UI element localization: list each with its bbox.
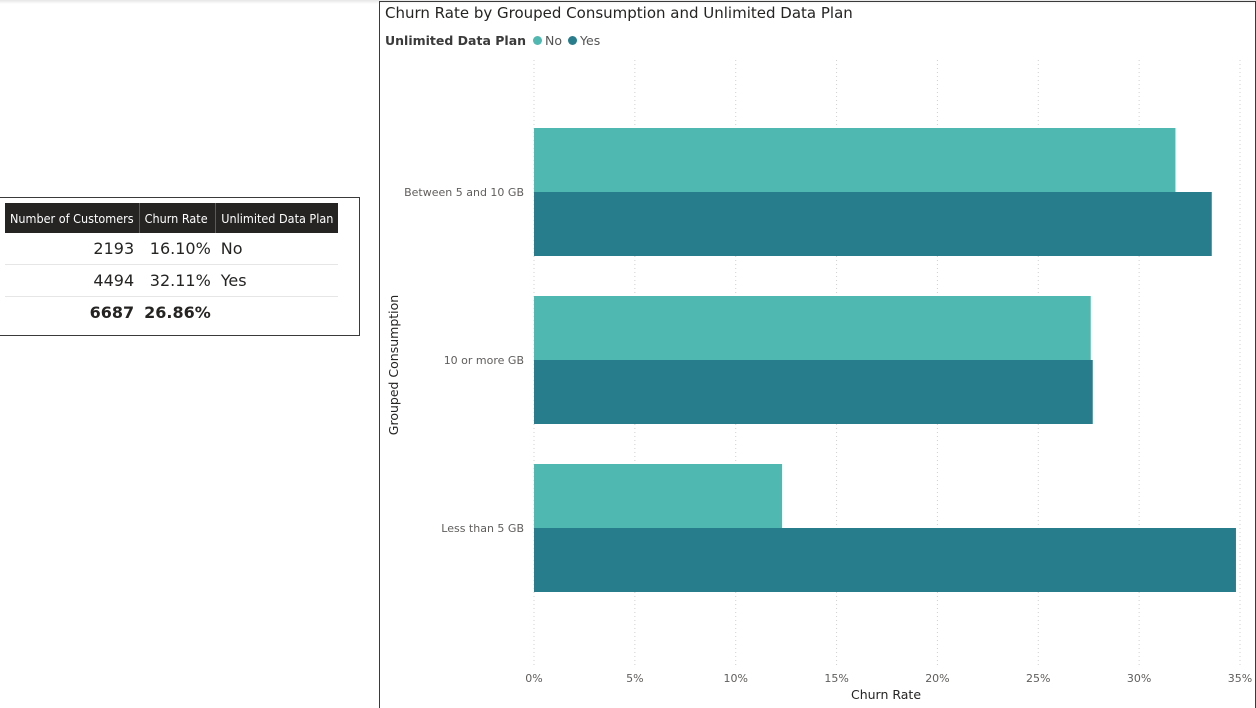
bar-yes-2[interactable] <box>534 360 1093 424</box>
x-tick-label: 25% <box>1026 672 1050 685</box>
y-category-label: Less than 5 GB <box>441 522 524 535</box>
legend-label-no: No <box>545 33 563 48</box>
column-header-plan[interactable]: Unlimited Data Plan <box>215 203 339 233</box>
cell-customers: 2193 <box>5 233 140 265</box>
table-header-row: Number of Customers Churn Rate Unlimited… <box>5 203 339 233</box>
x-axis-title: Churn Rate <box>851 687 921 702</box>
bar-yes-3[interactable] <box>534 528 1236 592</box>
x-tick-label: 5% <box>626 672 643 685</box>
legend-label-yes: Yes <box>580 33 601 48</box>
x-tick-label: 30% <box>1127 672 1151 685</box>
cell-customers: 4494 <box>5 264 140 297</box>
cell-churn-rate: 16.10% <box>139 233 216 265</box>
legend-item-yes[interactable]: Yes <box>568 33 600 48</box>
total-customers: 6687 <box>5 296 140 328</box>
bar-yes-1[interactable] <box>534 192 1212 256</box>
cell-churn-rate: 32.11% <box>139 264 216 297</box>
total-churn-rate: 26.86% <box>139 296 216 328</box>
chart-legend: Unlimited Data Plan No Yes <box>385 33 606 48</box>
customers-table-visual[interactable]: Number of Customers Churn Rate Unlimited… <box>0 197 360 336</box>
table-row[interactable]: 4494 32.11% Yes <box>5 264 339 297</box>
cell-plan: No <box>215 233 339 265</box>
table-total-row: 6687 26.86% <box>5 296 339 328</box>
customers-table: Number of Customers Churn Rate Unlimited… <box>5 203 339 328</box>
total-plan <box>215 296 339 328</box>
top-edge <box>0 0 1256 4</box>
y-category-label: 10 or more GB <box>444 354 524 367</box>
legend-marker-no <box>533 36 543 45</box>
legend-marker-yes <box>568 36 578 45</box>
table-row[interactable]: 2193 16.10% No <box>5 233 339 265</box>
column-header-churn-rate[interactable]: Churn Rate <box>139 203 217 233</box>
y-category-label: Between 5 and 10 GB <box>404 186 524 199</box>
chart-title: Churn Rate by Grouped Consumption and Un… <box>385 4 853 22</box>
column-header-customers[interactable]: Number of Customers <box>5 203 140 233</box>
x-tick-label: 15% <box>824 672 848 685</box>
x-tick-label: 20% <box>925 672 949 685</box>
x-tick-label: 35% <box>1228 672 1252 685</box>
bar-no-1[interactable] <box>534 128 1176 192</box>
y-axis-title: Grouped Consumption <box>386 295 401 435</box>
legend-title: Unlimited Data Plan <box>385 33 527 48</box>
cell-plan: Yes <box>215 264 339 297</box>
x-tick-label: 0% <box>525 672 542 685</box>
legend-item-no[interactable]: No <box>533 33 562 48</box>
bar-no-3[interactable] <box>534 464 783 528</box>
x-tick-label: 10% <box>723 672 747 685</box>
bar-no-2[interactable] <box>534 296 1091 360</box>
